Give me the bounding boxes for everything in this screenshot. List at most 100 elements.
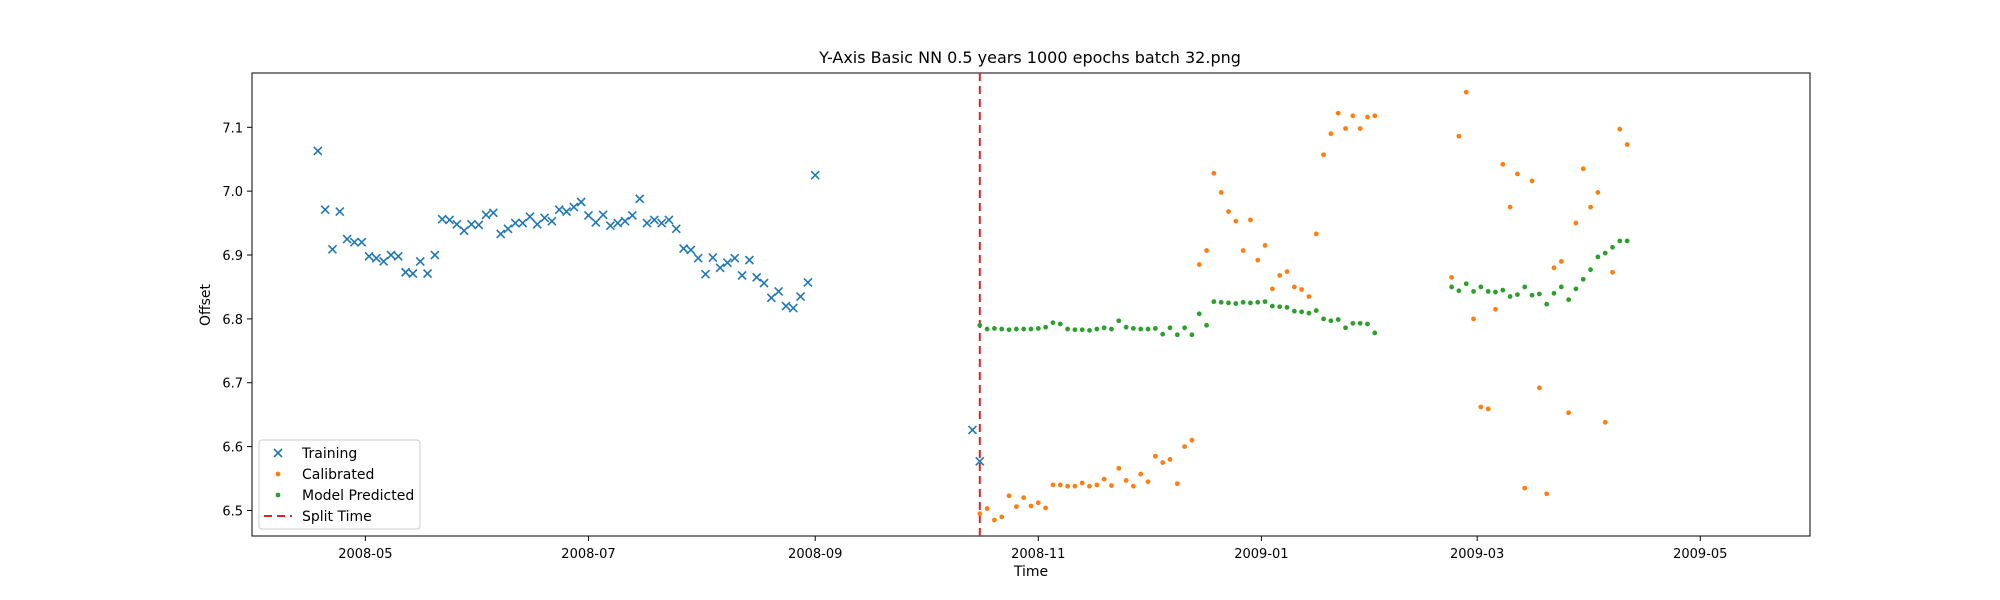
series-1-point-18	[1109, 483, 1114, 488]
series-0-point-8	[371, 253, 381, 263]
series-0-point-50	[678, 244, 689, 254]
legend-marker-symbol-2	[275, 492, 281, 498]
legend-entry-split-time: Split Time	[264, 509, 372, 525]
series-0-point-31	[540, 213, 550, 223]
series-1-point-63	[1507, 204, 1513, 210]
series-2-point-38	[1255, 299, 1261, 305]
series-1-point-68	[1544, 491, 1550, 497]
series-1-point-29	[1189, 437, 1195, 443]
series-2-point-69	[1551, 290, 1557, 296]
legend-label-model-predicted: Model Predicted	[302, 488, 414, 504]
series-1-point-36	[1240, 248, 1246, 253]
series-1-point-78	[1617, 126, 1623, 132]
series-0-point-2	[327, 244, 338, 254]
series-0-point-22	[474, 220, 484, 230]
series-1-point-74	[1588, 204, 1593, 210]
series-2-point-34	[1226, 300, 1231, 306]
series-0-point-26	[503, 224, 513, 234]
series-2-point-42	[1284, 304, 1290, 310]
series-0-point-25	[496, 229, 506, 239]
series-0-point-62	[766, 293, 776, 303]
series-1-point-4	[1006, 493, 1012, 499]
series-0-point-40	[605, 221, 615, 231]
series-1-point-65	[1522, 485, 1528, 491]
series-0-point-68	[810, 170, 820, 180]
series-0-point-54	[708, 252, 718, 263]
series-2-point-18	[1109, 326, 1114, 332]
y-axis-label: Offset	[198, 283, 214, 326]
series-2-point-52	[1357, 320, 1363, 326]
x-tick-label-0: 2008-05	[338, 547, 392, 562]
legend-entry-training: Training	[273, 446, 357, 462]
series-0-point-6	[357, 237, 367, 247]
series-0-point-67	[803, 277, 813, 288]
series-2-point-1	[984, 326, 990, 332]
series-1-point-67	[1536, 385, 1542, 391]
series-2-point-28	[1182, 325, 1188, 331]
series-0-point-0	[313, 146, 323, 156]
series-2-point-45	[1306, 310, 1312, 316]
series-1-point-8	[1035, 500, 1041, 506]
series-1-point-60	[1485, 406, 1491, 412]
x-axis: 2008-05 2008-07 2008-09 2008-11 2009-01 2009-…	[338, 536, 1727, 562]
series-2-point-39	[1262, 299, 1268, 305]
series-0-point-64	[781, 301, 791, 311]
series-1-point-35	[1233, 218, 1239, 224]
series-2-point-65	[1522, 284, 1528, 290]
series-1-point-22	[1138, 471, 1144, 477]
series-1-point-30	[1196, 262, 1202, 267]
series-2-point-27	[1174, 332, 1180, 338]
series-2-point-19	[1116, 318, 1122, 324]
series-0-point-60	[752, 272, 762, 282]
series-1-point-58	[1471, 316, 1476, 322]
series-1-point-17	[1101, 476, 1107, 482]
series-1-point-19	[1116, 465, 1122, 471]
series-1-point-15	[1087, 483, 1092, 489]
series-1-point-14	[1079, 480, 1085, 486]
x-tick-label-2: 2008-09	[788, 547, 842, 562]
series-1-point-23	[1145, 479, 1151, 485]
series-1-point-71	[1566, 410, 1572, 416]
legend-label-calibrated: Calibrated	[302, 467, 374, 483]
series-0-point-61	[759, 278, 769, 288]
series-0-point-36	[576, 197, 586, 207]
series-2-point-11	[1057, 321, 1063, 327]
series-0-point-63	[774, 286, 784, 296]
series-2-point-76	[1602, 250, 1608, 256]
series-1-point-11	[1057, 482, 1063, 488]
chart-title: Y-Axis Basic NN 0.5 years 1000 epochs ba…	[818, 48, 1241, 67]
series-1-point-9	[1043, 505, 1049, 511]
series-0-point-11	[393, 251, 403, 261]
series-0-point-18	[444, 215, 455, 225]
series-0-point-58	[737, 270, 747, 281]
series-2-point-78	[1617, 238, 1623, 244]
series-2-point-12	[1065, 326, 1070, 332]
y-tick-label-1: 6.6	[222, 441, 243, 456]
series-1-point-69	[1551, 265, 1557, 271]
series-1-point-27	[1174, 481, 1180, 487]
series-0-point-27	[510, 218, 520, 228]
plot-area	[251, 72, 1811, 537]
series-1-point-66	[1529, 178, 1535, 184]
x-tick-label-1: 2008-07	[561, 547, 615, 562]
series-1-point-28	[1182, 444, 1188, 449]
series-1-point-20	[1123, 478, 1129, 483]
series-0-point-70	[975, 456, 985, 466]
series-0-point-59	[744, 255, 754, 265]
series-2-point-77	[1610, 244, 1615, 250]
series-1-point-77	[1610, 269, 1615, 275]
legend-frame	[258, 439, 421, 530]
series-2-point-3	[999, 326, 1005, 332]
series-2-point-15	[1087, 327, 1092, 333]
series-2-point-16	[1094, 326, 1100, 332]
series-1-point-10	[1050, 482, 1056, 488]
series-0	[313, 146, 985, 466]
series-1-point-48	[1328, 131, 1334, 137]
series-0-point-55	[715, 263, 725, 273]
series-2-point-20	[1123, 324, 1129, 330]
series-0-point-23	[481, 210, 491, 220]
series-1-point-1	[984, 506, 990, 511]
legend-label-training: Training	[301, 446, 357, 462]
series-0-point-30	[532, 219, 542, 229]
series-0-point-3	[335, 207, 345, 217]
